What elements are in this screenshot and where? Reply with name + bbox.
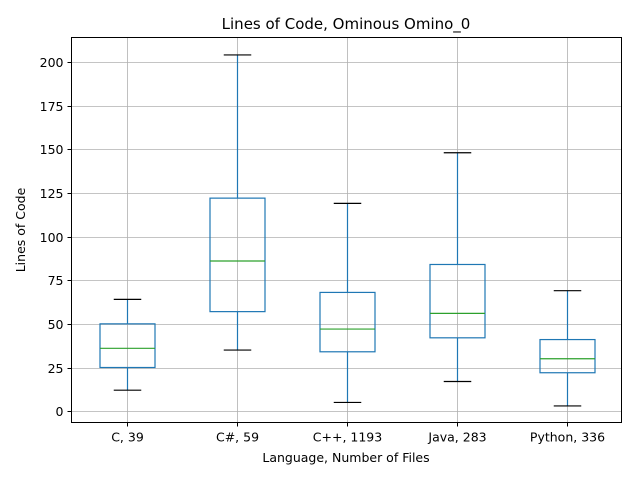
y-tick-label-25: 25 bbox=[48, 361, 64, 376]
x-tick-label-4: Python, 336 bbox=[530, 430, 605, 445]
box-0 bbox=[99, 298, 156, 391]
iqr-box-4 bbox=[539, 338, 596, 374]
iqr-box-3 bbox=[429, 263, 486, 339]
box-4 bbox=[539, 290, 596, 407]
box-1 bbox=[209, 54, 266, 351]
y-axis-label: Lines of Code bbox=[13, 187, 28, 272]
y-tick-label-200: 200 bbox=[40, 55, 64, 70]
iqr-box-1 bbox=[209, 197, 266, 313]
grid-lines bbox=[71, 37, 622, 423]
box-3 bbox=[429, 152, 486, 383]
iqr-box-0 bbox=[99, 323, 156, 369]
x-axis-label: Language, Number of Files bbox=[262, 450, 429, 465]
box-2 bbox=[319, 202, 376, 404]
y-tick-label-150: 150 bbox=[40, 142, 64, 157]
y-axis-ticks: 0 25 50 75 100 125 150 175 200 bbox=[40, 55, 72, 419]
plot-frame bbox=[71, 37, 622, 423]
x-tick-label-1: C#, 59 bbox=[216, 430, 259, 445]
y-tick-label-75: 75 bbox=[48, 273, 64, 288]
chart-title: Lines of Code, Ominous Omino_0 bbox=[222, 15, 471, 34]
x-axis-ticks: C, 39 C#, 59 C++, 1193 Java, 283 Python, 336 bbox=[111, 422, 605, 445]
iqr-box-2 bbox=[319, 291, 376, 353]
y-tick-label-100: 100 bbox=[40, 230, 64, 245]
x-tick-label-3: Java, 283 bbox=[427, 430, 486, 445]
y-tick-label-125: 125 bbox=[40, 186, 64, 201]
y-tick-label-0: 0 bbox=[56, 404, 64, 419]
box-series bbox=[99, 54, 596, 407]
y-tick-label-50: 50 bbox=[48, 317, 64, 332]
y-tick-label-175: 175 bbox=[40, 99, 64, 114]
x-tick-label-2: C++, 1193 bbox=[313, 430, 382, 445]
x-tick-label-0: C, 39 bbox=[111, 430, 144, 445]
